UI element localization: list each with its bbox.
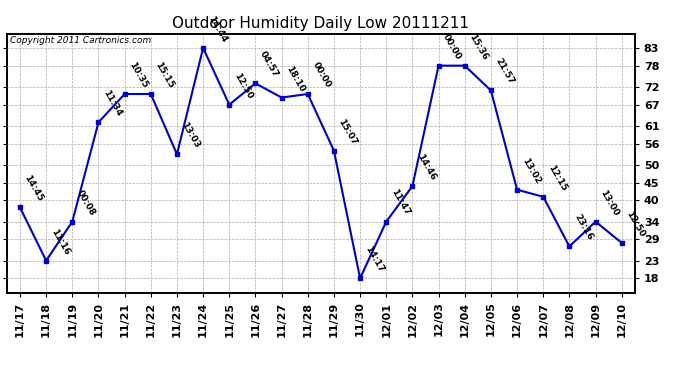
Text: Copyright 2011 Cartronics.com: Copyright 2011 Cartronics.com [10, 36, 151, 45]
Text: 12:50: 12:50 [624, 210, 647, 239]
Text: 21:57: 21:57 [493, 57, 516, 86]
Text: 13:02: 13:02 [520, 156, 542, 186]
Text: 14:46: 14:46 [415, 153, 437, 182]
Title: Outdoor Humidity Daily Low 20111211: Outdoor Humidity Daily Low 20111211 [172, 16, 469, 31]
Text: 15:07: 15:07 [337, 117, 359, 147]
Text: 00:00: 00:00 [442, 33, 463, 62]
Text: 23:16: 23:16 [572, 213, 594, 242]
Text: 11:34: 11:34 [101, 89, 124, 118]
Text: 00:00: 00:00 [310, 61, 333, 90]
Text: 11:16: 11:16 [49, 227, 71, 256]
Text: 14:45: 14:45 [23, 174, 45, 203]
Text: 13:03: 13:03 [179, 121, 201, 150]
Text: 15:15: 15:15 [154, 60, 176, 90]
Text: 11:47: 11:47 [389, 188, 411, 218]
Text: 10:35: 10:35 [128, 61, 150, 90]
Text: 13:00: 13:00 [598, 188, 620, 218]
Text: 14:44: 14:44 [206, 14, 228, 44]
Text: 12:15: 12:15 [546, 164, 568, 193]
Text: 04:57: 04:57 [258, 50, 280, 79]
Text: 18:10: 18:10 [284, 64, 306, 93]
Text: 15:36: 15:36 [468, 32, 490, 62]
Text: 14:17: 14:17 [363, 244, 385, 274]
Text: 00:08: 00:08 [75, 189, 97, 218]
Text: 12:50: 12:50 [232, 71, 254, 100]
